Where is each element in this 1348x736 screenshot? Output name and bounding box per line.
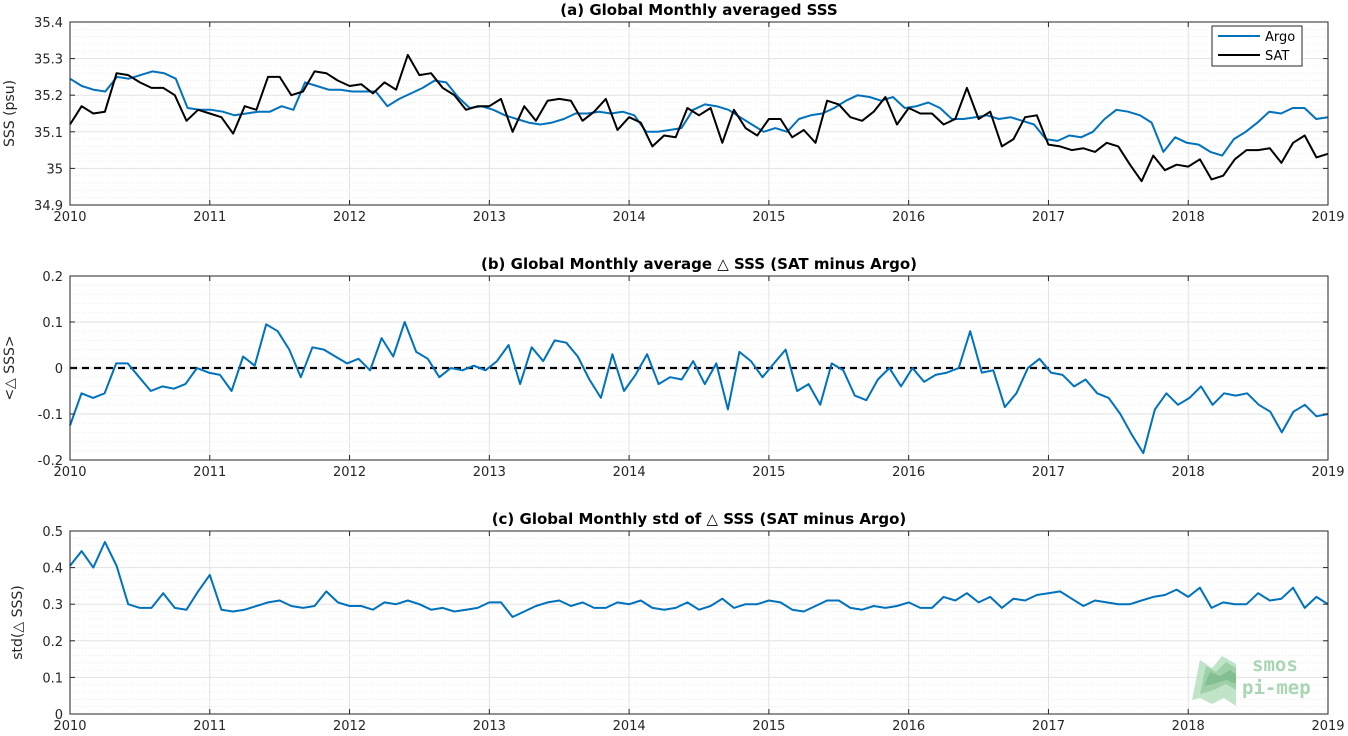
x-tick-label: 2018 [1172, 465, 1205, 480]
y-axis-label: <△ SSS> [2, 335, 18, 400]
y-tick-label: 0.1 [42, 316, 63, 331]
y-tick-label: 0 [55, 708, 63, 723]
x-tick-label: 2013 [473, 719, 506, 734]
legend: Argo SAT [1211, 25, 1303, 67]
legend-label-argo: Argo [1265, 30, 1295, 45]
plot-area [70, 22, 1328, 205]
plot-area [70, 531, 1328, 714]
x-tick-label: 2010 [53, 210, 86, 225]
y-tick-label: 0.4 [42, 562, 63, 577]
x-tick-label: 2017 [1032, 210, 1065, 225]
y-tick-label: 0.5 [42, 525, 63, 540]
y-tick-label: 0.3 [42, 598, 63, 613]
x-tick-label: 2015 [752, 210, 785, 225]
y-tick-label: 0 [55, 362, 63, 377]
logo-text-pi-mep: pi-mep [1242, 677, 1311, 699]
x-tick-label: 2011 [193, 210, 226, 225]
x-tick-label: 2014 [613, 719, 646, 734]
x-tick-label: 2010 [53, 465, 86, 480]
x-tick-label: 2010 [53, 719, 86, 734]
x-tick-label: 2018 [1172, 719, 1205, 734]
x-tick-label: 2017 [1032, 719, 1065, 734]
x-tick-label: 2012 [333, 210, 366, 225]
legend-box [1211, 25, 1303, 67]
y-tick-label: 0.2 [42, 635, 63, 650]
x-tick-label: 2013 [473, 210, 506, 225]
y-tick-label: 35.3 [34, 53, 63, 68]
x-tick-label: 2018 [1172, 210, 1205, 225]
x-tick-label: 2016 [892, 465, 925, 480]
smos-pi-mep-logo: smos pi-mep [1192, 654, 1311, 706]
logo-text-smos: smos [1252, 654, 1298, 676]
y-tick-label: 35.2 [34, 89, 63, 104]
x-tick-label: 2016 [892, 210, 925, 225]
x-tick-label: 2014 [613, 465, 646, 480]
x-tick-label: 2011 [193, 719, 226, 734]
logo-wave-icon [1192, 656, 1236, 706]
chart-title: (b) Global Monthly average △ SSS (SAT mi… [481, 255, 917, 273]
y-tick-label: -0.1 [38, 408, 63, 423]
y-tick-label: -0.2 [38, 454, 63, 469]
y-tick-label: 35.1 [34, 126, 63, 141]
axes-box [69, 21, 1329, 206]
x-tick-label: 2014 [613, 210, 646, 225]
x-tick-label: 2017 [1032, 465, 1065, 480]
chart-title: (a) Global Monthly averaged SSS [560, 1, 837, 19]
y-tick-label: 35 [46, 162, 63, 177]
x-tick-label: 2019 [1311, 719, 1344, 734]
series-line-argo [69, 70, 1329, 157]
y-tick-label: 0.2 [42, 270, 63, 285]
x-tick-label: 2016 [892, 719, 925, 734]
y-tick-label: 34.9 [34, 199, 63, 214]
x-tick-label: 2012 [333, 719, 366, 734]
series-line [69, 541, 1329, 618]
y-axis-label: SSS (psu) [2, 80, 18, 147]
axes-box [69, 530, 1329, 715]
x-tick-label: 2019 [1311, 210, 1344, 225]
x-tick-label: 2011 [193, 465, 226, 480]
legend-label-sat: SAT [1265, 49, 1289, 64]
series-line-sat [69, 53, 1329, 183]
y-tick-label: 35.4 [34, 16, 63, 31]
series-line [69, 321, 1329, 455]
panel-a: 2010 2011 2012 2013 2014 2015 2016 2017 2018 2019… [2, 1, 1345, 225]
panel-c: 2010 2011 2012 2013 2014 2015 2016 2017 2018 2019… [10, 510, 1345, 734]
y-tick-label: 0.1 [42, 671, 63, 686]
x-tick-label: 2013 [473, 465, 506, 480]
y-axis-label: std(△ SSS) [10, 585, 26, 659]
chart-title: (c) Global Monthly std of △ SSS (SAT min… [492, 510, 907, 528]
panel-b: 2010 2011 2012 2013 2014 2015 2016 2017 2018 2019… [2, 255, 1345, 480]
x-tick-label: 2015 [752, 719, 785, 734]
x-tick-label: 2015 [752, 465, 785, 480]
x-tick-label: 2012 [333, 465, 366, 480]
x-tick-label: 2019 [1311, 465, 1344, 480]
